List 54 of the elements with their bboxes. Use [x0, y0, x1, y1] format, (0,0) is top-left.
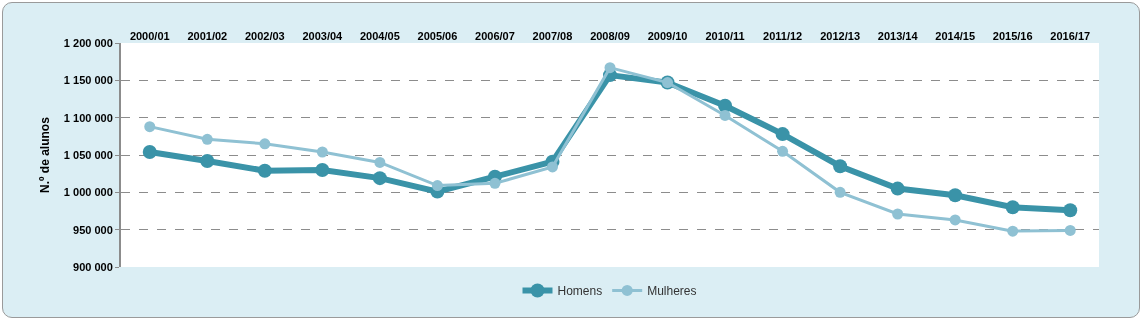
- point: [431, 180, 443, 192]
- point: [719, 109, 731, 121]
- x-tick-label: 2000/01: [129, 29, 170, 42]
- x-tick-label: 2001/02: [187, 29, 228, 42]
- x-tick-label: 2013/14: [877, 29, 919, 42]
- y-tick-label: 1 100 000: [63, 111, 113, 124]
- x-tick-label: 2016/17: [1050, 29, 1091, 42]
- point: [1005, 200, 1020, 215]
- point: [316, 146, 328, 158]
- point: [546, 161, 558, 173]
- point: [489, 177, 501, 189]
- y-tick-label: 1 000 000: [63, 186, 113, 199]
- y-tick-label: 1 200 000: [63, 36, 113, 49]
- point: [259, 138, 271, 150]
- point: [372, 171, 387, 186]
- point: [374, 156, 386, 168]
- point: [777, 145, 789, 157]
- x-tick-label: 2008/09: [590, 29, 630, 42]
- point: [257, 163, 272, 178]
- y-axis-title: N.º de alunos: [37, 116, 52, 193]
- x-tick-label: 2007/08: [532, 29, 573, 42]
- x-tick-label: 2004/05: [360, 29, 400, 42]
- point: [315, 162, 330, 177]
- point: [1007, 225, 1019, 237]
- point: [890, 181, 905, 196]
- y-tick-label: 1 150 000: [63, 74, 113, 87]
- x-tick-label: 2006/07: [475, 29, 515, 42]
- point: [144, 121, 156, 133]
- point: [775, 127, 790, 142]
- point: [948, 188, 963, 203]
- x-tick-label: 2014/15: [935, 29, 976, 42]
- point: [1064, 224, 1076, 236]
- x-tick-label: 2011/12: [763, 29, 803, 42]
- x-tick-label: 2012/13: [820, 29, 860, 42]
- point: [834, 186, 846, 198]
- point: [1063, 203, 1078, 218]
- x-tick-label: 2010/11: [705, 29, 745, 42]
- x-tick-label: 2005/06: [417, 29, 458, 42]
- point: [892, 208, 904, 220]
- point: [201, 133, 213, 145]
- x-tick-label: 2009/10: [647, 29, 688, 42]
- point: [200, 153, 215, 168]
- x-tick-label: 2015/16: [992, 29, 1033, 42]
- y-tick-label: 900 000: [73, 260, 113, 273]
- x-tick-label: 2003/04: [302, 29, 344, 42]
- y-tick-label: 950 000: [73, 223, 113, 236]
- point: [142, 145, 157, 159]
- y-tick-label: 1 050 000: [63, 148, 113, 161]
- legend-label: Mulheres: [647, 284, 697, 299]
- legend-label: Homens: [557, 284, 603, 299]
- x-tick-label: 2002/03: [244, 29, 285, 42]
- point: [949, 214, 961, 226]
- point: [604, 62, 616, 74]
- point: [833, 159, 848, 174]
